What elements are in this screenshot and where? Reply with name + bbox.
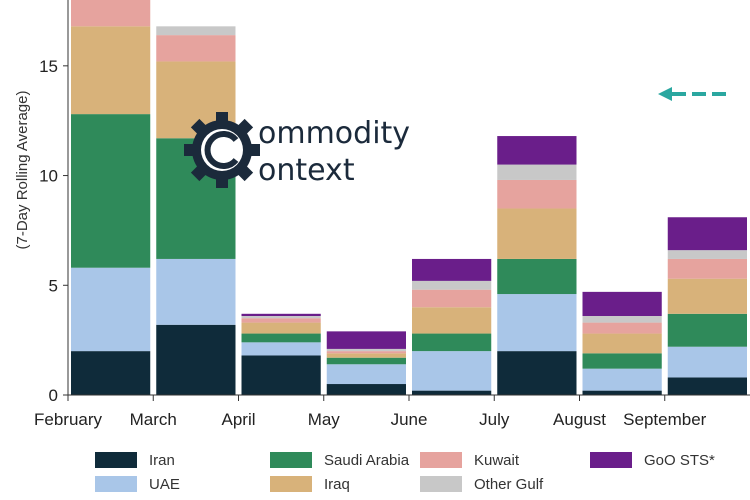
bar-segment-iraq (667, 278, 747, 314)
bar-segment-saudi-arabia (582, 353, 662, 369)
legend-swatch (95, 452, 137, 468)
bar-segment-kuwait (71, 0, 151, 27)
legend-item: Saudi Arabia (270, 449, 409, 471)
legend-label: GoO STS* (644, 451, 715, 469)
bar-segment-other-gulf (667, 250, 747, 259)
bar-segment-other-gulf (156, 26, 236, 36)
bar-segment-iran (582, 390, 662, 395)
x-tick-label: April (221, 410, 255, 429)
bar-segment-iran (412, 390, 492, 395)
x-tick-label: March (130, 410, 177, 429)
bar-segment-goo-sts (667, 217, 747, 251)
logo-text-commodity: ommodity (258, 116, 410, 151)
x-tick-label: June (391, 410, 428, 429)
x-tick-label: February (34, 410, 103, 429)
bar-segment-iraq (497, 208, 577, 259)
bar-segment-saudi-arabia (71, 114, 151, 268)
legend-swatch (95, 476, 137, 492)
bar-segment-iran (241, 355, 321, 395)
y-tick-label: 0 (49, 386, 58, 405)
bar-segment-uae (667, 346, 747, 378)
gear-icon (184, 112, 260, 188)
bar-segment-kuwait (156, 35, 236, 62)
bar-segment-goo-sts (497, 136, 577, 165)
bar-segment-kuwait (326, 351, 406, 354)
logo-text-context: ontext (258, 153, 355, 188)
bar-segment-iraq (412, 307, 492, 334)
bar-segment-iran (71, 351, 151, 395)
bars-group (71, 0, 747, 395)
legend-item: GoO STS* (590, 449, 715, 471)
bar-segment-uae (412, 351, 492, 391)
bar-segment-iraq (241, 322, 321, 334)
bar-segment-saudi-arabia (497, 258, 577, 295)
legend-item: Iran (95, 449, 175, 471)
bar-segment-uae (241, 342, 321, 356)
bar-segment-kuwait (412, 289, 492, 308)
bar-segment-saudi-arabia (412, 333, 492, 352)
legend-label: Iraq (324, 475, 350, 493)
x-tick-label: August (553, 410, 606, 429)
dashed-left-arrow-icon (658, 87, 732, 101)
bar-segment-kuwait (582, 322, 662, 334)
bar-segment-saudi-arabia (241, 333, 321, 343)
legend-item: UAE (95, 473, 180, 495)
legend-label: Saudi Arabia (324, 451, 410, 469)
bar-segment-uae (497, 294, 577, 352)
y-tick-label: 5 (49, 276, 58, 295)
legend-swatch (420, 452, 462, 468)
bar-segment-iran (497, 351, 577, 395)
bar-segment-goo-sts (241, 313, 321, 316)
bar-segment-iran (326, 384, 406, 395)
legend-label: Kuwait (474, 451, 520, 469)
legend-swatch (420, 476, 462, 492)
bar-segment-saudi-arabia (667, 313, 747, 347)
x-tick-label: May (308, 410, 341, 429)
bar-segment-other-gulf (241, 316, 321, 319)
legend: Iran Saudi Arabia Kuwait GoO STS* UAE Iraq Oth… (95, 445, 745, 500)
y-tick-label: 15 (39, 57, 58, 76)
bar-segment-kuwait (241, 318, 321, 323)
commodity-context-logo: ommodity ontext (184, 112, 410, 188)
bar-segment-other-gulf (582, 316, 662, 323)
legend-label: Iran (149, 451, 175, 469)
bar-segment-uae (582, 368, 662, 391)
bar-segment-uae (326, 364, 406, 385)
bar-segment-kuwait (497, 179, 577, 209)
bar-segment-iran (667, 377, 747, 395)
bar-segment-goo-sts (326, 331, 406, 349)
legend-item: Iraq (270, 473, 350, 495)
bar-segment-kuwait (667, 258, 747, 279)
y-tick-label: 10 (39, 167, 58, 186)
legend-label: UAE (149, 475, 180, 493)
bar-segment-iran (156, 324, 236, 395)
legend-swatch (270, 476, 312, 492)
bar-segment-goo-sts (412, 258, 492, 281)
legend-swatch (590, 452, 632, 468)
bar-segment-other-gulf (412, 280, 492, 290)
bar-segment-saudi-arabia (326, 357, 406, 365)
bar-segment-other-gulf (497, 164, 577, 180)
y-axis-label-line-2: (7-Day Rolling Average) (14, 91, 31, 250)
x-tick-label: September (623, 410, 706, 429)
bar-segment-iraq (326, 353, 406, 358)
legend-item: Kuwait (420, 449, 519, 471)
bar-segment-uae (71, 267, 151, 352)
legend-item: Other Gulf (420, 473, 543, 495)
bar-segment-iraq (582, 333, 662, 354)
legend-label: Other Gulf (474, 475, 544, 493)
y-ticks: 0 5 10 15 (39, 57, 68, 405)
bar-segment-iraq (71, 26, 151, 115)
x-tick-label: July (479, 410, 510, 429)
bar-segment-uae (156, 258, 236, 325)
bar-segment-goo-sts (582, 291, 662, 316)
bar-segment-other-gulf (326, 348, 406, 352)
legend-swatch (270, 452, 312, 468)
x-ticks: February March April May June July August Septe… (34, 395, 707, 429)
